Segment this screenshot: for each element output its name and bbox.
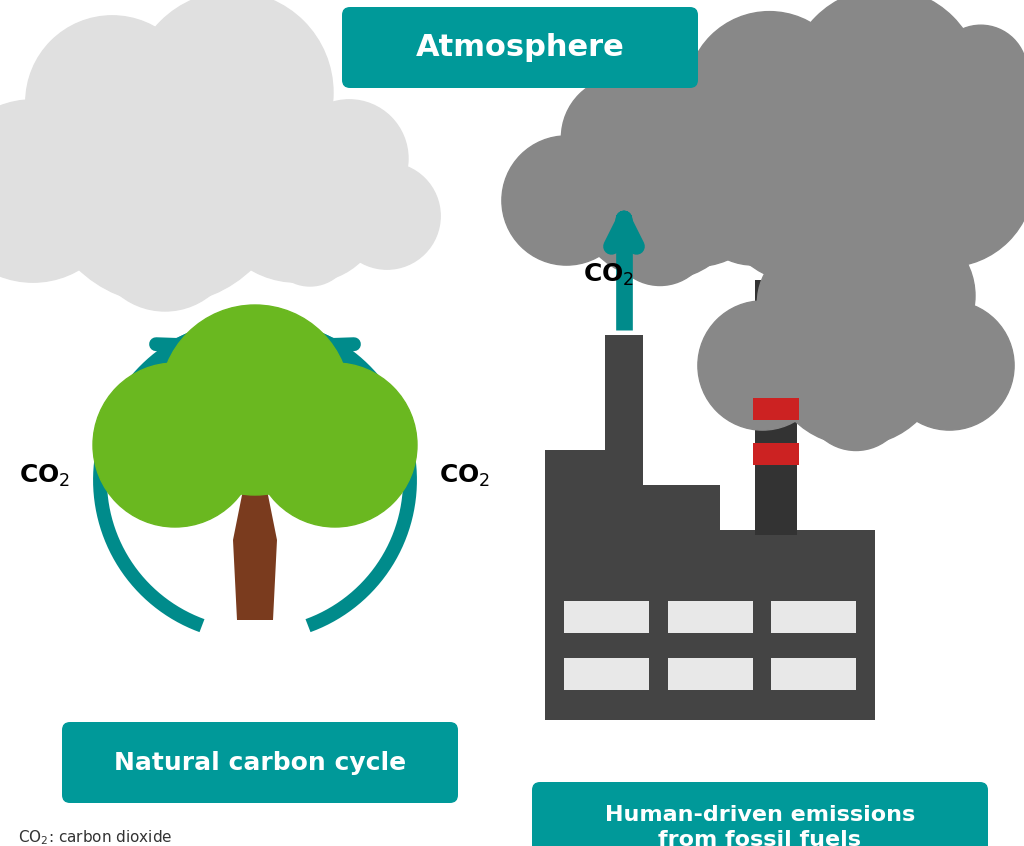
Circle shape [700,48,940,288]
Text: Atmosphere: Atmosphere [416,33,625,62]
Circle shape [805,349,907,451]
Bar [771,658,856,690]
Circle shape [571,103,749,280]
Circle shape [935,25,1024,118]
Bar [753,398,799,420]
Circle shape [885,301,1014,430]
Circle shape [228,114,330,215]
Circle shape [689,136,818,265]
Circle shape [253,363,417,527]
Circle shape [859,92,1024,266]
Circle shape [291,100,408,217]
Bar [771,601,856,633]
Polygon shape [545,450,630,530]
Circle shape [238,136,383,282]
Circle shape [886,36,966,115]
Circle shape [848,74,931,158]
Circle shape [40,54,290,304]
Circle shape [636,59,779,202]
Text: CO$_2$: carbon dioxide: CO$_2$: carbon dioxide [18,828,172,846]
Text: CO$_2$: CO$_2$ [19,463,71,489]
Circle shape [561,76,684,199]
Bar [564,658,649,690]
Polygon shape [233,490,278,620]
Circle shape [969,74,1024,158]
Text: Natural carbon cycle: Natural carbon cycle [114,750,407,774]
Circle shape [768,268,944,445]
Circle shape [93,363,257,527]
Circle shape [0,100,124,283]
FancyBboxPatch shape [62,722,458,803]
Circle shape [160,305,350,495]
FancyBboxPatch shape [532,782,988,846]
Circle shape [334,162,440,269]
Bar [605,335,643,535]
Text: CO$_2$: CO$_2$ [439,463,490,489]
Circle shape [787,0,981,182]
Circle shape [833,224,975,367]
Circle shape [758,241,880,364]
Circle shape [180,162,286,269]
Circle shape [606,92,781,266]
Circle shape [609,184,711,285]
Circle shape [93,167,237,311]
Text: Human-driven emissions
from fossil fuels: Human-driven emissions from fossil fuels [605,805,915,846]
Bar [668,658,753,690]
Text: CO$_2$: CO$_2$ [584,262,635,288]
Circle shape [893,54,1008,168]
Circle shape [918,106,983,172]
Polygon shape [630,485,720,530]
Circle shape [131,0,333,194]
Circle shape [502,136,631,265]
Bar [755,280,797,535]
Circle shape [268,202,352,286]
Circle shape [26,16,199,189]
Circle shape [206,100,388,283]
Circle shape [751,157,889,294]
Circle shape [698,301,827,430]
Bar [545,530,874,720]
Bar [564,601,649,633]
Circle shape [687,12,852,177]
Bar [753,443,799,465]
Bar [668,601,753,633]
FancyBboxPatch shape [342,7,698,88]
